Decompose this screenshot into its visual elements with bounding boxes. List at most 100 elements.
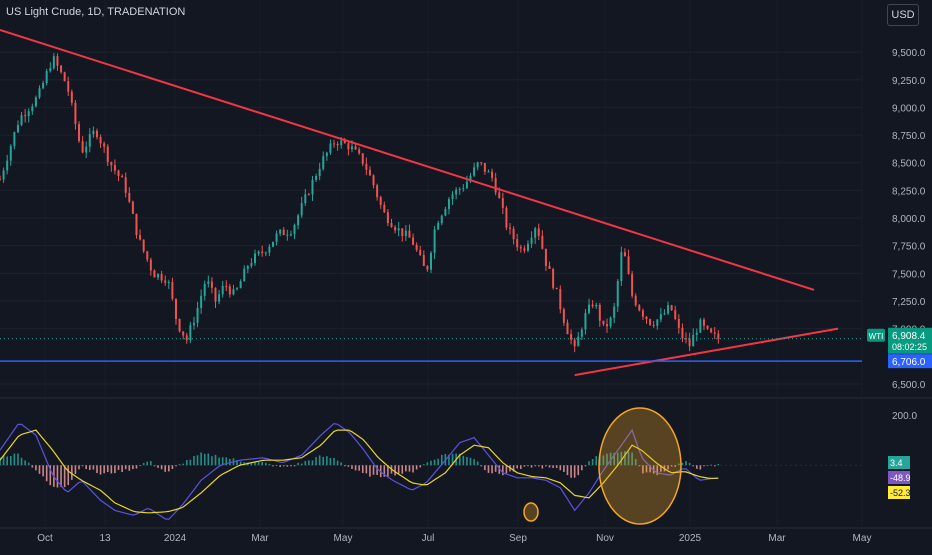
histogram-bar: [336, 460, 339, 466]
symbol-badge: [867, 328, 885, 342]
candle-body: [264, 252, 267, 254]
oscillator-badge: [888, 486, 910, 499]
histogram-bar: [681, 462, 684, 466]
candle-body: [451, 194, 454, 200]
histogram-bar: [49, 465, 52, 486]
histogram-bar: [397, 465, 400, 474]
histogram-bar: [419, 465, 422, 468]
histogram-bar: [638, 465, 641, 467]
histogram-bar: [315, 457, 317, 466]
time-axis[interactable]: Oct 13 2024 Mar May Jul Sep Nov 2025 Mar May: [37, 533, 871, 544]
histogram-bar: [537, 465, 540, 467]
candle-body: [541, 235, 544, 249]
histogram-bar: [433, 459, 436, 466]
candle-body: [128, 192, 131, 202]
candle-body: [433, 229, 436, 253]
candle-body: [638, 305, 641, 311]
candle-body: [182, 331, 185, 336]
drawings[interactable]: [0, 29, 862, 525]
time-tick-label: Oct: [37, 533, 53, 544]
histogram-bar: [473, 459, 475, 466]
histogram-bar: [85, 465, 87, 470]
histogram-bar: [412, 465, 414, 473]
candle-body: [271, 241, 274, 247]
histogram-bar: [703, 465, 705, 467]
histogram-bar: [347, 465, 350, 467]
histogram-bar: [678, 463, 680, 466]
histogram-bar: [207, 453, 210, 466]
histogram-bar: [695, 465, 698, 469]
currency-button[interactable]: USD: [887, 4, 919, 26]
candle-body: [444, 208, 447, 216]
histogram-bar: [92, 465, 95, 470]
candle-body: [6, 160, 9, 171]
candle-body: [702, 319, 705, 326]
candle-body: [530, 237, 533, 244]
candle-body: [498, 192, 501, 199]
candle-body: [236, 288, 239, 290]
candle-body: [350, 146, 353, 150]
candle-body: [232, 289, 235, 295]
candle-body: [512, 228, 515, 240]
histogram-bar: [656, 465, 659, 476]
candle-body: [580, 329, 583, 337]
histogram-bar: [685, 461, 687, 466]
candle-body: [214, 287, 217, 302]
histogram-bar: [0, 457, 1, 466]
symbol-title[interactable]: US Light Crude, 1D, TRADENATION: [6, 6, 186, 18]
candle-body: [595, 304, 598, 307]
indicator-lines: [0, 422, 719, 520]
countdown-text: 08:02:25: [892, 342, 927, 352]
macd-line: [0, 422, 719, 520]
histogram-bar: [272, 465, 274, 467]
candle-body: [469, 175, 472, 182]
histogram-bar: [27, 462, 30, 466]
histogram-bar: [150, 461, 152, 466]
candle-body: [124, 177, 127, 193]
candle-body: [566, 322, 569, 335]
histogram-bar: [466, 456, 468, 466]
candle-body: [623, 252, 626, 257]
histogram-bar: [308, 460, 310, 466]
candle-body: [200, 295, 203, 308]
candle-body: [699, 319, 702, 333]
candle-body: [38, 88, 41, 98]
histogram-bar: [110, 465, 113, 474]
candle-body: [343, 140, 346, 144]
candle-body: [286, 234, 289, 236]
histogram-bar: [168, 465, 170, 472]
histogram-bar: [645, 465, 648, 473]
histogram-bar: [56, 465, 59, 488]
histogram-bar: [146, 461, 149, 466]
candle-body: [440, 215, 443, 224]
histogram-bar: [624, 451, 626, 466]
histogram-bar: [616, 452, 619, 466]
candle-body: [645, 316, 648, 320]
histogram-bar: [128, 465, 131, 471]
candle-body: [544, 248, 547, 266]
candle-body: [336, 144, 339, 146]
oscillator-badge-text: -48.9: [890, 473, 911, 483]
candle-body: [386, 212, 389, 224]
candle-body: [501, 198, 504, 208]
histogram-bar: [117, 465, 120, 470]
candle-body: [710, 328, 713, 333]
price-axis[interactable]: 9,500.0 9,250.0 9,000.0 8,750.0 8,500.0 8,250…: [892, 48, 926, 422]
candle-body: [368, 169, 371, 176]
candle-body: [153, 270, 156, 278]
candle-body: [131, 201, 134, 214]
candle-body: [706, 325, 709, 329]
candle-body: [390, 223, 393, 228]
histogram-bar: [426, 462, 429, 466]
histogram-bar: [401, 465, 404, 474]
candle-body: [110, 162, 113, 166]
candle-body: [570, 334, 573, 340]
histogram-bar: [358, 465, 360, 471]
candle-body: [311, 179, 314, 195]
candle-body: [185, 335, 188, 341]
candle-body: [275, 233, 278, 242]
candle-body: [476, 162, 479, 168]
histogram-bar: [300, 463, 303, 466]
